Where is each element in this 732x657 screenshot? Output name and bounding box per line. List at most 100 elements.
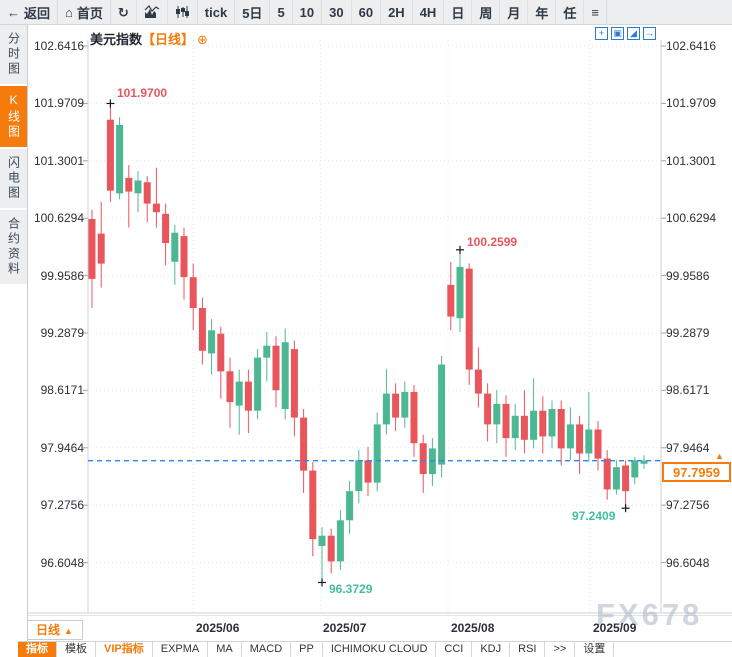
high-may-label: 101.9700 [117, 86, 168, 100]
interval-day-button[interactable]: 日 [444, 0, 473, 24]
chart-panel[interactable] [28, 25, 732, 615]
toolbar-item-label: 任 [563, 5, 577, 21]
sidebar-item-label: 闪电图 [6, 156, 21, 201]
y-axis-label-left: 99.9586 [40, 269, 84, 283]
interval-any-button[interactable]: 任 [556, 0, 585, 24]
y-axis-label-left: 97.9464 [40, 441, 84, 455]
home-button[interactable]: ⌂ 首页 [58, 0, 111, 24]
refresh-button[interactable]: ↻ [111, 0, 137, 24]
toolbar-item-label: 首页 [76, 5, 103, 21]
y-axis-label-left: 101.9709 [33, 96, 84, 110]
period-selector-label: 日线 [36, 623, 61, 637]
interval-60-button[interactable]: 60 [352, 0, 382, 24]
toolbar-item-label: 年 [535, 5, 549, 21]
sidebar-item-label: 合约资料 [6, 217, 21, 277]
left-sidebar: 分时图 K线图闪电图合约资料 [0, 25, 28, 657]
candle-chart-button[interactable] [168, 0, 198, 24]
y-axis-label-left: 102.6416 [33, 39, 84, 53]
interval-week-button[interactable]: 周 [472, 0, 501, 24]
interval-2h-button[interactable]: 2H [381, 0, 413, 24]
sidebar-item-timeshare-chart[interactable]: 分时图 [0, 25, 27, 86]
settings-button[interactable]: 设置 [575, 642, 615, 657]
toolbar-item-label: 日 [451, 5, 465, 21]
chart-corner-tools: + ▣ ◢ → [595, 27, 656, 40]
sidebar-item-kline-chart[interactable]: K线图 [0, 86, 27, 149]
low-sep-label: 97.2409 [572, 509, 616, 523]
add-compare-icon[interactable]: ⊕ [197, 32, 208, 47]
price-up-arrow-icon: ▲ [715, 451, 724, 461]
move-tool-icon[interactable]: + [595, 27, 608, 40]
y-axis-label-right: 97.9464 [666, 441, 710, 455]
tab-ichimoku-cloud[interactable]: ICHIMOKU CLOUD [323, 642, 437, 657]
period-selector[interactable]: 日线 ▲ [26, 620, 83, 640]
menu-icon: ≡ [591, 4, 599, 20]
trend-chart-button[interactable] [137, 0, 168, 24]
interval-month-button[interactable]: 月 [500, 0, 529, 24]
toolbar-item-label: 周 [479, 5, 493, 21]
pan-right-tool-icon[interactable]: → [643, 27, 656, 40]
sidebar-item-lightning-chart[interactable]: 闪电图 [0, 149, 27, 210]
tab-rsi[interactable]: RSI [510, 642, 546, 657]
sidebar-item-label: K线图 [6, 93, 21, 140]
tab-macd[interactable]: MACD [242, 642, 292, 657]
x-axis-date-label: 2025/09 [593, 621, 637, 635]
trend-chart-icon [144, 5, 160, 19]
chart-title: 美元指数【日线】 ⊕ [90, 29, 208, 48]
toolbar-item-label: tick [204, 4, 228, 20]
toolbar-item-label: 5 [277, 4, 285, 20]
interval-5-button[interactable]: 5 [270, 0, 293, 24]
toolbar-item-label: 30 [329, 4, 344, 20]
y-axis-label-right: 99.9586 [666, 269, 710, 283]
home-icon: ⌂ [65, 4, 73, 20]
candlestick-icon [175, 5, 190, 19]
x-axis-date-label: 2025/08 [451, 621, 495, 635]
toolbar-item-label: 月 [507, 5, 521, 21]
interval-10-button[interactable]: 10 [293, 0, 323, 24]
tab-cci[interactable]: CCI [436, 642, 473, 657]
triangle-up-icon: ▲ [64, 626, 73, 636]
y-axis-label-right: 100.6294 [666, 211, 717, 225]
y-axis-label-left: 100.6294 [33, 211, 84, 225]
auto-scale-tool-icon[interactable]: ◢ [627, 27, 640, 40]
bottom-toolbar: 指标 模板 VIP指标 EXPMA MA MACD PP ICHIMOKU CLOUD CCI K… [18, 641, 732, 657]
sidebar-item-contract-info[interactable]: 合约资料 [0, 210, 27, 286]
toolbar-item-label: 返回 [24, 5, 51, 21]
refresh-icon: ↻ [117, 4, 129, 20]
tab-kdj[interactable]: KDJ [472, 642, 511, 657]
toolbar-item-label: 60 [358, 4, 374, 20]
x-axis-date-label: 2025/07 [323, 621, 367, 635]
interval-4h-button[interactable]: 4H [413, 0, 445, 24]
y-axis-label-left: 99.2879 [40, 326, 84, 340]
x-axis-date-label: 2025/06 [196, 621, 240, 635]
y-axis-label-right: 101.3001 [666, 154, 717, 168]
y-axis-label-right: 98.6171 [666, 383, 710, 397]
back-button[interactable]: ← 返回 [0, 0, 59, 24]
interval-30-button[interactable]: 30 [322, 0, 352, 24]
interval-5d-button[interactable]: 5日 [235, 0, 271, 24]
y-axis-label-left: 101.3001 [33, 154, 84, 168]
high-aug-label: 100.2599 [467, 235, 518, 249]
current-price-box: 97.7959 [662, 462, 731, 482]
top-toolbar: ← 返回 ⌂ 首页 ↻ tick 5日 5 10 30 60 2H 4H 日周月年任 ≡ [0, 0, 732, 25]
chart-period-label: 【日线】 [142, 32, 195, 47]
tab-indicator[interactable]: 指标 [18, 642, 57, 657]
low-jul-label: 96.3729 [329, 582, 373, 596]
more-indicators-button[interactable]: >> [545, 642, 576, 657]
y-axis-label-right: 101.9709 [666, 96, 717, 110]
y-axis-label-right: 97.2756 [666, 498, 710, 512]
tab-vip-indicator[interactable]: VIP指标 [96, 642, 153, 657]
toolbar-item-label: 10 [299, 4, 315, 20]
y-axis-label-right: 102.6416 [666, 39, 717, 53]
tab-template[interactable]: 模板 [57, 642, 96, 657]
interval-tick-button[interactable]: tick [198, 0, 236, 24]
tab-pp[interactable]: PP [291, 642, 323, 657]
interval-year-button[interactable]: 年 [528, 0, 557, 24]
tab-ma[interactable]: MA [208, 642, 242, 657]
menu-button[interactable]: ≡ [584, 0, 607, 24]
back-arrow-icon: ← [7, 4, 20, 20]
y-axis-label-left: 98.6171 [40, 383, 84, 397]
tab-expma[interactable]: EXPMA [153, 642, 209, 657]
y-axis-label-right: 99.2879 [666, 326, 710, 340]
zoom-area-tool-icon[interactable]: ▣ [611, 27, 624, 40]
